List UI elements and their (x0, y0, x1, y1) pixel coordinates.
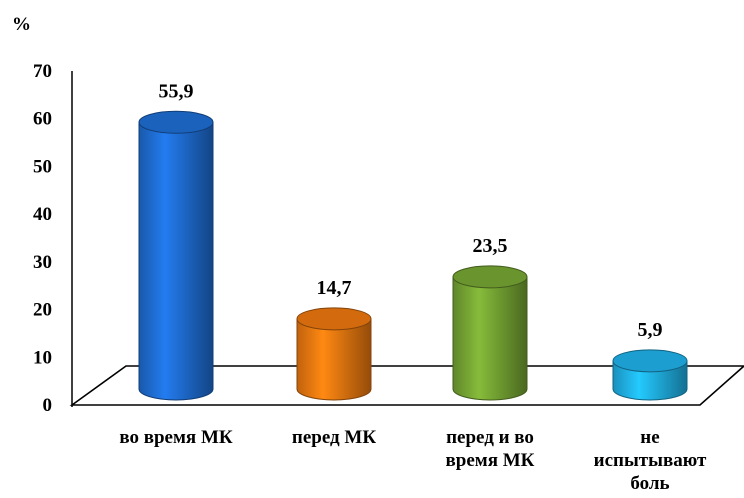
y-tick-label: 50 (33, 156, 52, 177)
bar-top (452, 265, 528, 289)
data-labels: 55,9 14,7 23,5 5,9 (159, 80, 663, 341)
category-label: не испытывают боль (594, 427, 707, 494)
data-label: 5,9 (638, 319, 663, 341)
data-label: 23,5 (473, 235, 508, 257)
y-tick-label: 40 (33, 204, 52, 225)
bar (296, 307, 372, 401)
y-tick-label: 30 (33, 252, 52, 273)
floor-plane (69, 365, 744, 406)
data-label: 55,9 (159, 80, 194, 102)
y-axis-unit-label: % (12, 14, 31, 35)
bar-top (138, 110, 214, 134)
y-tick-label: 20 (33, 300, 52, 321)
bar (452, 265, 528, 401)
y-tick-label: 70 (33, 61, 52, 82)
y-tick-label: 60 (33, 109, 52, 130)
y-tick-labels: 0 10 20 30 40 50 60 70 (33, 61, 52, 416)
bars (138, 110, 688, 401)
category-label: во время МК (119, 427, 233, 448)
bar-top (612, 349, 688, 373)
category-labels: во время МК перед МК перед и во время МК не и… (119, 427, 707, 494)
bar-body (452, 276, 528, 401)
y-tick-label: 0 (43, 395, 53, 416)
category-label: перед и во время МК (446, 427, 535, 471)
y-tick-label: 10 (33, 347, 52, 368)
bar-body (138, 121, 214, 401)
category-label: перед МК (292, 427, 376, 448)
data-label: 14,7 (317, 277, 352, 299)
bar (612, 349, 688, 401)
bar-top (296, 307, 372, 331)
bar (138, 110, 214, 401)
bar-body (296, 318, 372, 401)
axes (69, 71, 744, 407)
